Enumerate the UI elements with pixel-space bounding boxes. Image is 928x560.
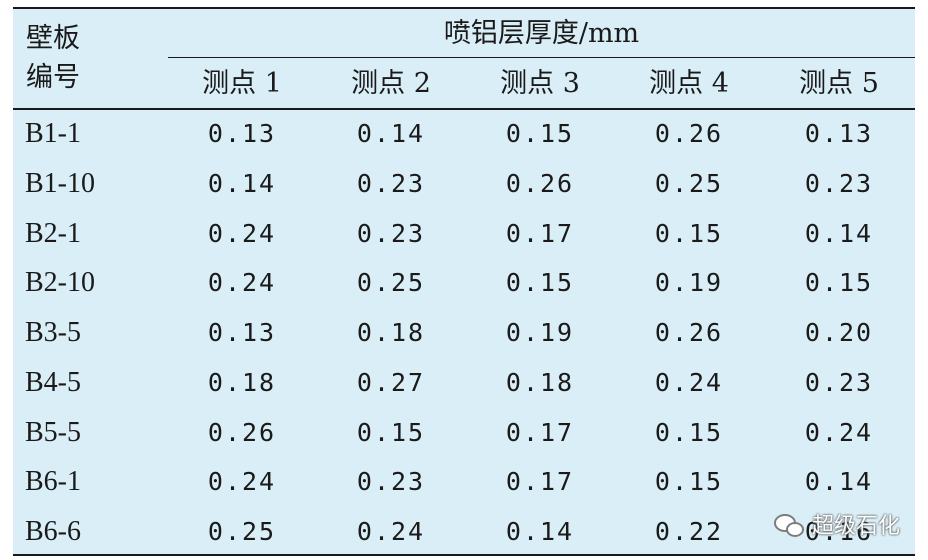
row-id: B1-1: [25, 118, 81, 149]
row-id: B2-10: [25, 267, 95, 298]
table-cell: 0.13: [804, 119, 874, 148]
table-cell: 0.24: [804, 418, 874, 447]
table-cell: 0.24: [356, 517, 426, 546]
table-cell: 0.14: [207, 169, 277, 198]
table-cell: 0.18: [207, 368, 277, 397]
table-cell: 0.25: [654, 169, 724, 198]
table-cell: 0.17: [505, 219, 575, 248]
table-cell: 0.14: [505, 517, 575, 546]
table-cell: 0.26: [654, 119, 724, 148]
header-id-line2: 编号: [26, 62, 80, 93]
table-cell: 0.23: [356, 219, 426, 248]
row-id: B5-5: [25, 417, 81, 448]
table-cell: 0.15: [654, 418, 724, 447]
table-cell: 0.14: [804, 467, 874, 496]
row-id: B6-1: [25, 466, 81, 497]
table-cell: 0.15: [654, 467, 724, 496]
table-cell: 0.24: [654, 368, 724, 397]
table-cell: 0.17: [505, 467, 575, 496]
table-cell: 0.17: [505, 418, 575, 447]
table-cell: 0.26: [505, 169, 575, 198]
table-cell: 0.15: [505, 119, 575, 148]
column-header: 测点 4: [649, 68, 729, 99]
column-header: 测点 5: [799, 68, 879, 99]
table-cell: 0.26: [207, 418, 277, 447]
header-group-label: 喷铝层厚度/mm: [443, 18, 640, 49]
column-header: 测点 3: [500, 68, 580, 99]
column-header: 测点 1: [202, 68, 282, 99]
table-cell: 0.15: [654, 219, 724, 248]
column-header: 测点 2: [351, 68, 431, 99]
table-cell: 0.23: [804, 368, 874, 397]
table-cell: 0.27: [356, 368, 426, 397]
header-rule: [13, 108, 915, 110]
table-cell: 0.15: [505, 268, 575, 297]
table-cell: 0.24: [207, 219, 277, 248]
table-cell: 0.13: [207, 318, 277, 347]
table-cell: 0.25: [207, 517, 277, 546]
watermark-text: 超级石化: [811, 514, 900, 539]
table-cell: 0.24: [207, 268, 277, 297]
row-id: B6-6: [25, 516, 81, 547]
table-cell: 0.25: [356, 268, 426, 297]
table-cell: 0.24: [207, 467, 277, 496]
thickness-table: 壁板 编号 喷铝层厚度/mm 测点 1 测点 2 测点 3 测点 4 测点 5 B1-1…: [13, 7, 915, 556]
top-rule: [13, 7, 915, 9]
table-cell: 0.20: [804, 318, 874, 347]
table-cell: 0.18: [505, 368, 575, 397]
row-id: B1-10: [25, 168, 95, 199]
row-id: B3-5: [25, 317, 81, 348]
table-cell: 0.14: [356, 119, 426, 148]
table-cell: 0.23: [356, 169, 426, 198]
watermark: 超级石化: [773, 508, 900, 540]
table-cell: 0.19: [505, 318, 575, 347]
table-cell: 0.19: [654, 268, 724, 297]
table-cell: 0.13: [207, 119, 277, 148]
table-cell: 0.23: [804, 169, 874, 198]
wechat-icon: [773, 512, 804, 537]
table-cell: 0.18: [356, 318, 426, 347]
table-cell: 0.23: [356, 467, 426, 496]
table-cell: 0.15: [356, 418, 426, 447]
row-id: B2-1: [25, 218, 81, 249]
bottom-rule: [13, 554, 915, 556]
group-underline: [168, 57, 915, 58]
table-cell: 0.14: [804, 219, 874, 248]
table-cell: 0.16: [804, 517, 874, 546]
table-cell: 0.22: [654, 517, 724, 546]
table-cell: 0.15: [804, 268, 874, 297]
row-id: B4-5: [25, 367, 81, 398]
table-cell: 0.26: [654, 318, 724, 347]
header-id-line1: 壁板: [26, 23, 80, 54]
